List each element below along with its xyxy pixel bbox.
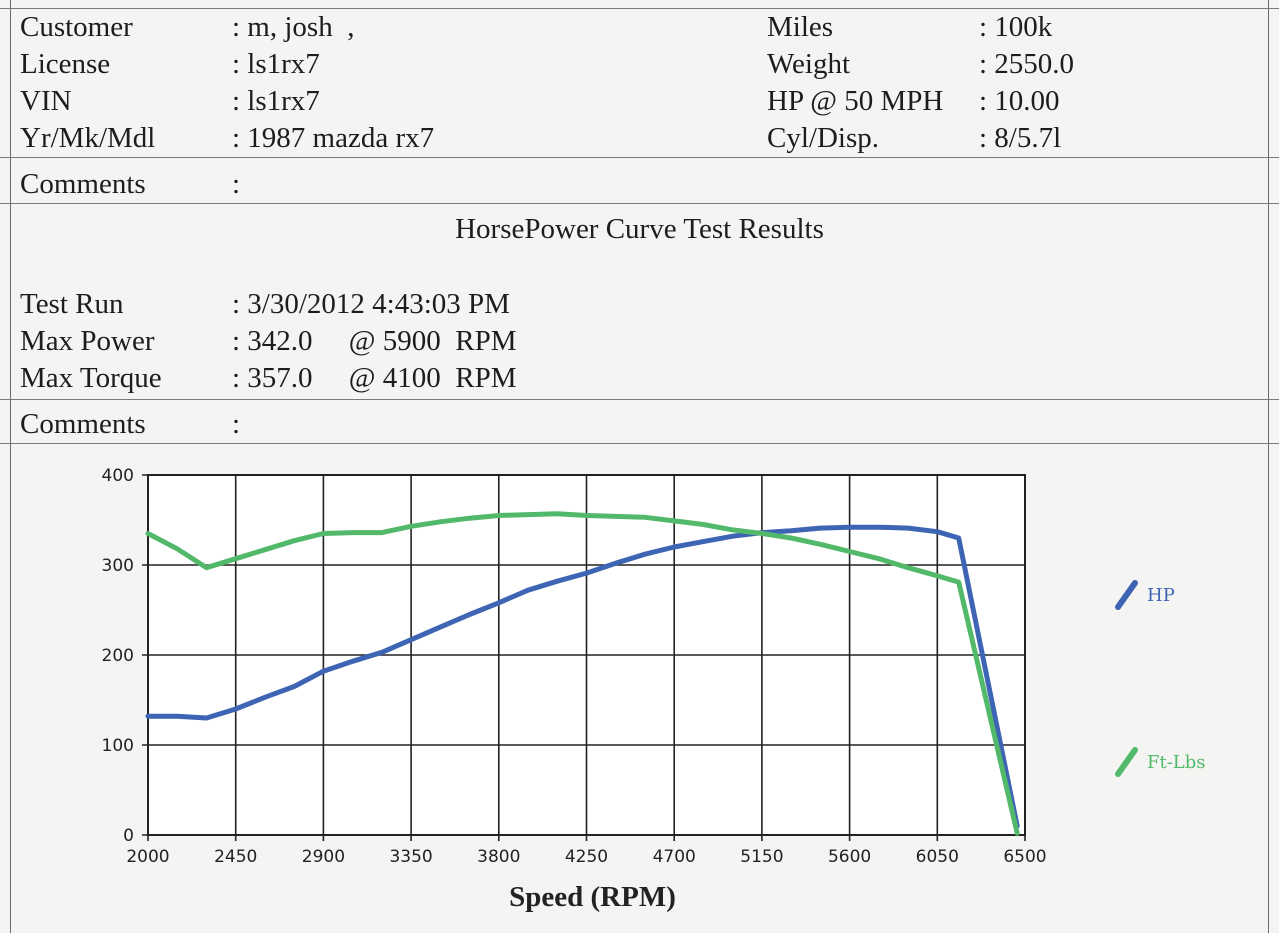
x-tick-label: 4700 (653, 847, 696, 867)
legend-swatch (1115, 580, 1138, 610)
x-tick-label: 3800 (477, 847, 520, 867)
license-value: : ls1rx7 (232, 48, 320, 80)
x-tick-label: 2900 (302, 847, 345, 867)
max-power-label: Max Power (20, 325, 155, 357)
divider (0, 157, 1279, 158)
divider (0, 8, 1279, 9)
legend-label: HP (1147, 585, 1175, 606)
year-make-model-label: Yr/Mk/Mdl (20, 122, 156, 154)
page-border-right (1268, 0, 1269, 933)
hp-at-50mph-value: : 10.00 (979, 85, 1060, 117)
test-run-label: Test Run (20, 288, 124, 320)
hp-at-50mph-label: HP @ 50 MPH (767, 85, 944, 117)
year-make-model-value: : 1987 mazda rx7 (232, 122, 435, 154)
x-tick-label: 5600 (828, 847, 871, 867)
series-line-hp (145, 524, 1020, 829)
x-tick-label: 3350 (389, 847, 432, 867)
comments-value: : (232, 408, 241, 440)
y-tick-label: 300 (102, 556, 134, 576)
x-tick-label: 4250 (565, 847, 608, 867)
divider (0, 203, 1279, 204)
x-tick-label: 2000 (126, 847, 169, 867)
x-tick-label: 2450 (214, 847, 257, 867)
x-tick-label: 5150 (740, 847, 783, 867)
divider (0, 443, 1279, 444)
page-border-left (10, 0, 11, 933)
license-label: License (20, 48, 111, 80)
legend-label: Ft-Lbs (1147, 752, 1206, 773)
vin-label: VIN (20, 85, 72, 117)
max-torque-value: : 357.0 @ 4100 RPM (232, 362, 517, 394)
y-tick-label: 400 (102, 466, 134, 486)
comments-label: Comments (20, 168, 146, 200)
customer-value: : m, josh , (232, 11, 355, 43)
miles-label: Miles (767, 11, 834, 43)
x-tick-label: 6500 (1003, 847, 1046, 867)
y-tick-label: 100 (102, 736, 134, 756)
weight-value: : 2550.0 (979, 48, 1075, 80)
max-power-value: : 342.0 @ 5900 RPM (232, 325, 517, 357)
x-tick-label: 6050 (916, 847, 959, 867)
legend-swatch (1115, 747, 1138, 777)
comments-label: Comments (20, 408, 146, 440)
divider (0, 399, 1279, 400)
vin-value: : ls1rx7 (232, 85, 320, 117)
x-axis-label: Speed (RPM) (509, 881, 676, 913)
cyl-disp-value: : 8/5.7l (979, 122, 1062, 154)
series-line-ft-lbs (145, 511, 1020, 836)
y-tick-label: 0 (123, 826, 134, 846)
comments-value: : (232, 168, 241, 200)
y-tick-label: 200 (102, 646, 134, 666)
report-title: HorsePower Curve Test Results (455, 213, 824, 245)
max-torque-label: Max Torque (20, 362, 162, 394)
miles-value: : 100k (979, 11, 1053, 43)
cyl-disp-label: Cyl/Disp. (767, 122, 879, 154)
customer-label: Customer (20, 11, 133, 43)
weight-label: Weight (767, 48, 851, 80)
test-run-value: : 3/30/2012 4:43:03 PM (232, 288, 510, 320)
